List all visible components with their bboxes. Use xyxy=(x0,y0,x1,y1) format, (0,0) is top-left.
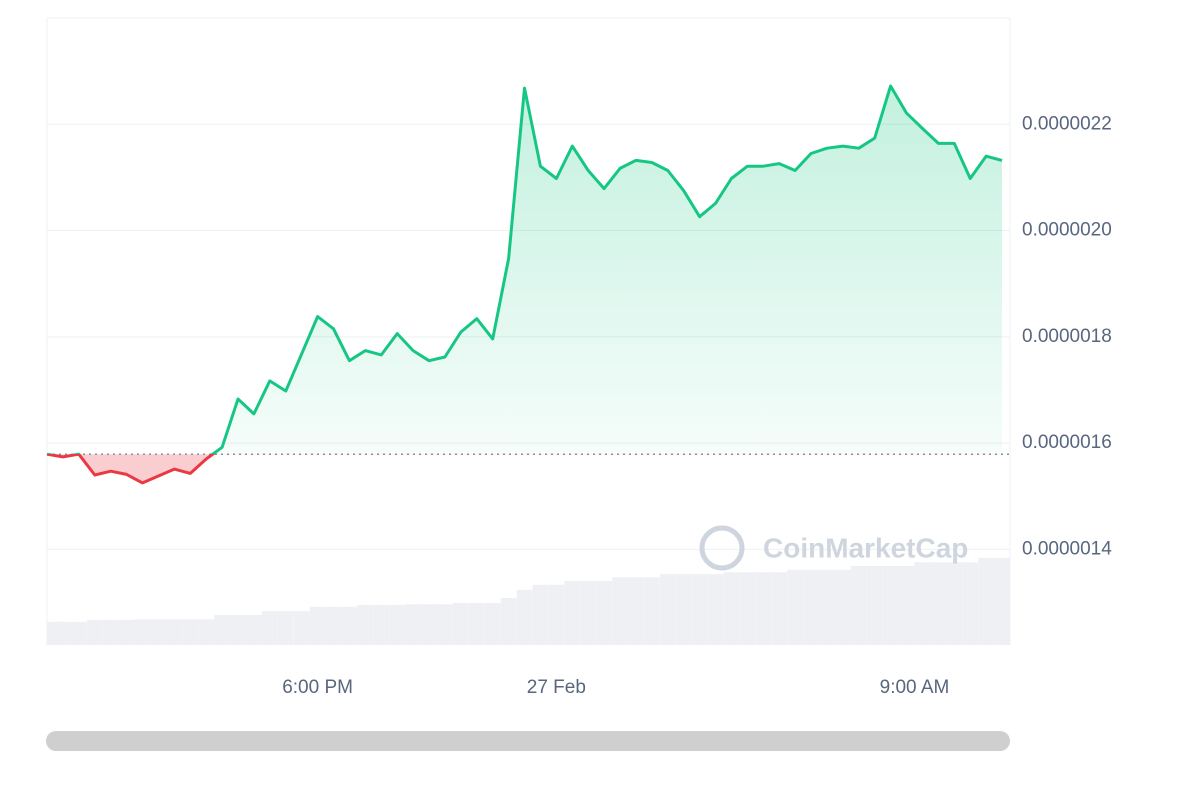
volume-bar xyxy=(771,572,788,645)
volume-bar xyxy=(962,562,979,645)
watermark-text: CoinMarketCap xyxy=(763,532,968,563)
volume-bar xyxy=(819,569,835,645)
volume-bar xyxy=(421,604,437,645)
volume-bar xyxy=(516,589,533,645)
volume-bar xyxy=(850,565,867,645)
volume-bar xyxy=(691,574,708,645)
volume-bar xyxy=(707,574,724,645)
volume-bar xyxy=(675,574,692,645)
y-tick-label: 0.0000020 xyxy=(1022,220,1112,241)
volume-bar xyxy=(739,572,756,645)
volume-bar xyxy=(468,602,485,645)
volume-bar xyxy=(659,574,676,645)
volume-bar xyxy=(70,621,87,645)
x-tick-label: 27 Feb xyxy=(527,677,586,698)
volume-bar xyxy=(914,562,931,645)
volume-bar xyxy=(325,606,342,645)
scrollbar[interactable] xyxy=(46,731,1010,751)
y-tick-label: 0.0000018 xyxy=(1022,326,1112,347)
volume-bar xyxy=(882,565,899,645)
volume-bar xyxy=(643,577,660,645)
y-tick-label: 0.0000016 xyxy=(1022,432,1112,453)
watermark: CoinMarketCap xyxy=(699,525,968,571)
volume-bar xyxy=(55,621,71,645)
volume-bar xyxy=(389,604,406,645)
volume-bar xyxy=(166,619,183,645)
price-line xyxy=(46,84,1003,485)
volume-bar xyxy=(277,611,294,645)
volume-bar xyxy=(230,614,246,645)
volume-bar xyxy=(341,606,358,645)
volume-bar xyxy=(373,604,390,645)
volume-bar xyxy=(866,565,883,645)
y-tick-label: 0.0000014 xyxy=(1022,538,1112,559)
volume-bar xyxy=(500,597,517,645)
volume-bar xyxy=(309,606,326,645)
volume-bar xyxy=(484,602,501,645)
volume-bar xyxy=(214,614,230,645)
volume-bar xyxy=(405,604,421,645)
volume-bar xyxy=(946,562,963,645)
volume-bar xyxy=(787,569,804,645)
volume-bar xyxy=(755,572,772,645)
volume-bar xyxy=(930,562,947,645)
x-tick-label: 9:00 AM xyxy=(880,677,950,698)
volume-bar xyxy=(994,557,1010,645)
x-tick-label: 6:00 PM xyxy=(282,677,353,698)
volume-bar xyxy=(723,572,740,645)
volume-bar xyxy=(898,565,915,645)
volume-bar xyxy=(564,581,581,645)
volume-bar xyxy=(532,584,549,645)
volume-bar xyxy=(834,569,851,645)
volume-bar xyxy=(134,619,151,645)
volume-bar xyxy=(198,619,215,645)
volume-bar xyxy=(293,611,310,645)
price-area xyxy=(47,86,1003,483)
volume-bar xyxy=(357,604,374,645)
y-tick-label: 0.0000022 xyxy=(1022,113,1112,134)
volume-bar xyxy=(548,584,565,645)
volume-bar xyxy=(182,619,199,645)
volume-bar xyxy=(596,581,613,645)
volume-bar xyxy=(118,619,135,645)
volume-bar xyxy=(580,581,597,645)
volume-bar xyxy=(150,619,167,645)
volume-bar xyxy=(803,569,819,645)
volume-bar xyxy=(612,577,628,645)
volume-bar xyxy=(437,604,453,645)
volume-bar xyxy=(102,619,119,645)
volume-bar xyxy=(978,557,995,645)
volume-bar xyxy=(628,577,644,645)
volume-bar xyxy=(246,614,262,645)
volume-bar xyxy=(86,619,103,645)
volume-bar xyxy=(452,602,469,645)
volume-bar xyxy=(261,611,278,645)
